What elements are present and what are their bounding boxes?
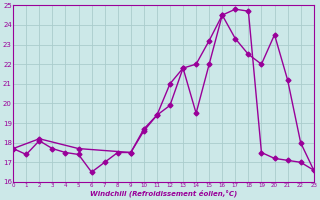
X-axis label: Windchill (Refroidissement éolien,°C): Windchill (Refroidissement éolien,°C) [90,190,237,197]
